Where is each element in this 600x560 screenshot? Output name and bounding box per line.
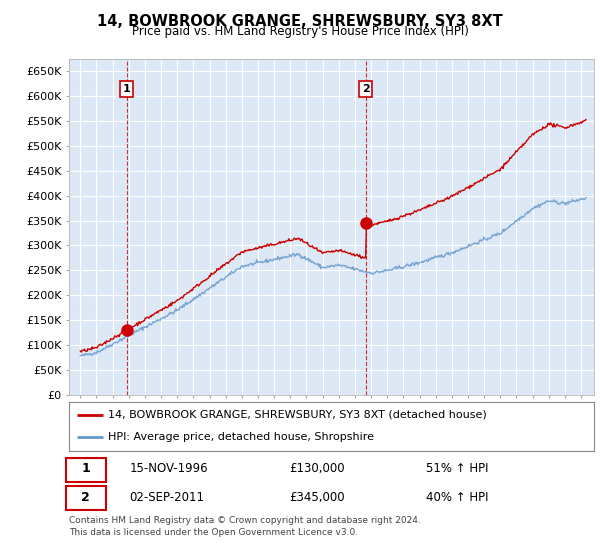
Text: Price paid vs. HM Land Registry's House Price Index (HPI): Price paid vs. HM Land Registry's House … <box>131 25 469 38</box>
Text: 14, BOWBROOK GRANGE, SHREWSBURY, SY3 8XT (detached house): 14, BOWBROOK GRANGE, SHREWSBURY, SY3 8XT… <box>109 410 487 420</box>
Text: 02-SEP-2011: 02-SEP-2011 <box>130 491 205 504</box>
Text: 2: 2 <box>362 84 370 94</box>
FancyBboxPatch shape <box>67 458 106 482</box>
Text: 40% ↑ HPI: 40% ↑ HPI <box>426 491 488 504</box>
Text: 2: 2 <box>82 491 90 504</box>
Text: £345,000: £345,000 <box>290 491 345 504</box>
FancyBboxPatch shape <box>67 486 106 510</box>
Text: £130,000: £130,000 <box>290 463 345 475</box>
Text: 51% ↑ HPI: 51% ↑ HPI <box>426 463 488 475</box>
Text: Contains HM Land Registry data © Crown copyright and database right 2024.
This d: Contains HM Land Registry data © Crown c… <box>69 516 421 537</box>
Text: 1: 1 <box>82 463 90 475</box>
Text: 1: 1 <box>123 84 131 94</box>
Text: 15-NOV-1996: 15-NOV-1996 <box>130 463 208 475</box>
Text: 14, BOWBROOK GRANGE, SHREWSBURY, SY3 8XT: 14, BOWBROOK GRANGE, SHREWSBURY, SY3 8XT <box>97 14 503 29</box>
Text: HPI: Average price, detached house, Shropshire: HPI: Average price, detached house, Shro… <box>109 432 374 442</box>
